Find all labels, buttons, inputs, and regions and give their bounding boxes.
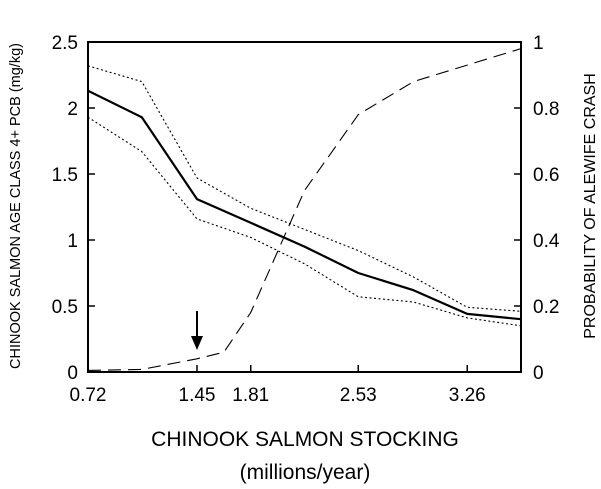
- left-y-axis-label: CHINOOK SALMON AGE CLASS 4+ PCB (mg/kg): [8, 43, 24, 369]
- right-y-tick-label: 0.2: [533, 297, 559, 318]
- plot-frame: [87, 41, 522, 373]
- pcb-bound-line-1: [87, 65, 522, 312]
- arrow-head: [190, 336, 203, 350]
- left-y-tick-label: 2.5: [52, 33, 78, 54]
- right-y-axis-label: PROBABILITY OF ALEWIFE CRASH: [582, 73, 599, 339]
- right-y-axis-ticks: 0 0.2 0.4 0.6 0.8 1: [514, 33, 560, 384]
- x-axis-label: CHINOOK SALMON STOCKING: [151, 428, 459, 451]
- x-tick-label: 2.53: [340, 385, 377, 406]
- left-y-tick-label: 1: [67, 231, 78, 252]
- annotation-layer: [190, 311, 203, 350]
- x-tick-label: 3.26: [449, 385, 486, 406]
- x-tick-label: 1.81: [232, 385, 269, 406]
- pcb-bound-line-2: [87, 116, 522, 327]
- left-y-tick-label: 0.5: [52, 297, 78, 318]
- left-y-tick-label: 2: [67, 99, 78, 120]
- right-y-tick-label: 0.8: [533, 99, 559, 120]
- x-tick-label: 0.72: [70, 385, 107, 406]
- left-y-tick-label: 1.5: [52, 165, 78, 186]
- right-y-tick-label: 0: [533, 363, 544, 384]
- right-y-tick-label: 0.4: [533, 231, 560, 252]
- x-axis-unit: (millions/year): [240, 461, 371, 484]
- right-y-tick-label: 0.6: [533, 165, 559, 186]
- left-y-axis-ticks: 0 0.5 1 1.5 2 2.5: [52, 33, 95, 384]
- series-layer: [87, 48, 522, 371]
- pcb-mean-line: [87, 89, 522, 321]
- left-y-tick-label: 0: [67, 363, 78, 384]
- right-y-tick-label: 1: [533, 33, 544, 54]
- alewife-crash-probability-line: [87, 48, 522, 371]
- x-axis-ticks: 0.72 1.45 1.81 2.53 3.26: [70, 365, 486, 406]
- x-tick-label: 1.45: [179, 385, 216, 406]
